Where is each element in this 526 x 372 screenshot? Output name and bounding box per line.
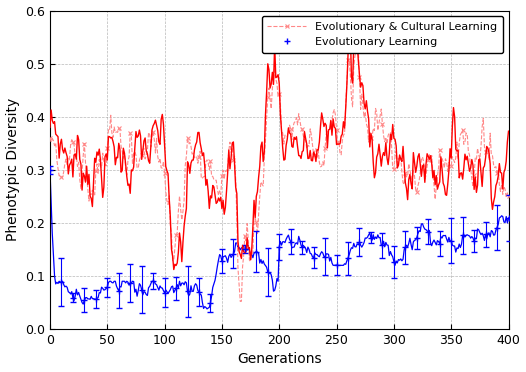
Evolutionary Learning	[379, 243, 386, 247]
Evolutionary & Cultural Learning	[299, 127, 305, 132]
Evolutionary Learning	[402, 245, 409, 249]
Evolutionary Learning	[265, 270, 271, 274]
Evolutionary Learning	[116, 289, 122, 293]
Evolutionary Learning	[448, 238, 454, 243]
Evolutionary Learning	[150, 279, 156, 283]
Evolutionary Learning	[219, 259, 225, 263]
Y-axis label: Phenotypic Diversity: Phenotypic Diversity	[6, 98, 19, 241]
Evolutionary & Cultural Learning	[106, 128, 113, 133]
Evolutionary Learning	[471, 239, 477, 243]
Evolutionary Learning	[58, 279, 65, 284]
Line: Evolutionary & Cultural Learning: Evolutionary & Cultural Learning	[47, 45, 511, 304]
Evolutionary Learning	[413, 235, 420, 240]
Evolutionary Learning	[185, 289, 191, 294]
Evolutionary Learning	[310, 256, 317, 260]
Evolutionary Learning	[207, 301, 214, 305]
Evolutionary Learning	[482, 232, 489, 237]
Evolutionary Learning	[368, 236, 374, 240]
Evolutionary Learning	[494, 225, 500, 230]
Evolutionary Learning	[241, 247, 248, 251]
Evolutionary & Cultural Learning	[505, 194, 512, 198]
Evolutionary & Cultural Learning	[340, 133, 347, 138]
Evolutionary Learning	[288, 239, 294, 244]
Evolutionary Learning	[47, 167, 53, 172]
Evolutionary Learning	[173, 286, 179, 291]
Evolutionary Learning	[333, 263, 340, 267]
Evolutionary Learning	[345, 256, 351, 260]
Evolutionary Learning	[391, 259, 397, 264]
Evolutionary & Cultural Learning	[47, 136, 53, 140]
Evolutionary Learning	[104, 285, 110, 290]
Evolutionary Learning	[253, 249, 259, 254]
Evolutionary & Cultural Learning	[212, 178, 218, 183]
Evolutionary Learning	[276, 244, 282, 249]
Evolutionary Learning	[93, 297, 99, 301]
X-axis label: Generations: Generations	[237, 352, 321, 366]
Evolutionary Learning	[127, 281, 134, 285]
Evolutionary Learning	[138, 288, 145, 292]
Evolutionary Learning	[460, 233, 466, 238]
Evolutionary Learning	[322, 255, 328, 259]
Evolutionary Learning	[161, 291, 168, 295]
Evolutionary Learning	[230, 252, 237, 256]
Evolutionary & Cultural Learning	[278, 128, 285, 133]
Evolutionary & Cultural Learning	[385, 133, 391, 138]
Evolutionary Learning	[505, 216, 512, 220]
Evolutionary Learning	[425, 230, 431, 234]
Line: Evolutionary Learning: Evolutionary Learning	[47, 167, 511, 306]
Evolutionary & Cultural Learning	[237, 299, 244, 304]
Legend: Evolutionary & Cultural Learning, Evolutionary Learning: Evolutionary & Cultural Learning, Evolut…	[262, 16, 503, 53]
Evolutionary Learning	[196, 290, 202, 294]
Evolutionary Learning	[299, 245, 305, 250]
Evolutionary Learning	[437, 241, 443, 246]
Evolutionary Learning	[70, 296, 76, 300]
Evolutionary & Cultural Learning	[354, 45, 360, 49]
Evolutionary Learning	[356, 240, 362, 244]
Evolutionary Learning	[81, 298, 87, 303]
